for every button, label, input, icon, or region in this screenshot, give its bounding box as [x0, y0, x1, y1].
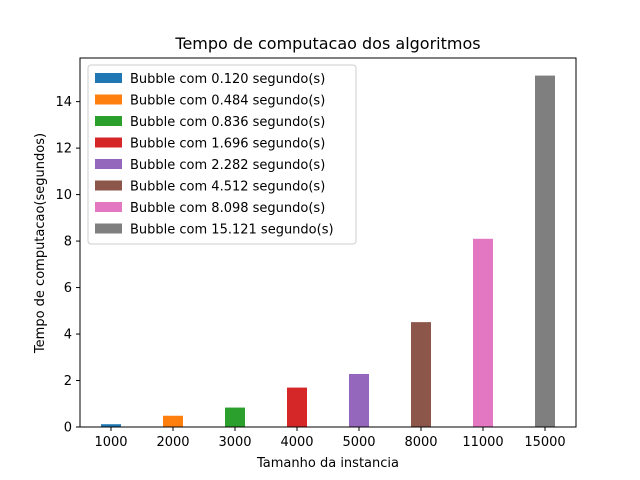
y-tick-label: 0	[64, 421, 72, 436]
y-axis: 0 2 4 6 8 10 12 14	[55, 95, 80, 436]
legend-swatch	[95, 116, 122, 126]
legend-entry-label: Bubble com 0.120 segundo(s)	[130, 72, 325, 87]
y-tick-label: 10	[55, 188, 72, 203]
y-axis-label: Tempo de computacao(segundos)	[33, 133, 48, 354]
x-tick-label: 3000	[218, 435, 251, 450]
x-tick-label: 2000	[156, 435, 189, 450]
legend-swatch	[95, 137, 122, 148]
legend-entry-label: Bubble com 0.836 segundo(s)	[130, 115, 325, 130]
chart-title: Tempo de computacao dos algoritmos	[174, 34, 480, 53]
x-axis-label: Tamanho da instancia	[256, 456, 399, 471]
x-tick-label: 11000	[462, 435, 503, 450]
legend-swatch	[95, 202, 122, 212]
plot-frame	[79, 57, 577, 428]
legend-swatch	[95, 94, 122, 105]
bar-3000	[225, 407, 245, 427]
legend-swatch	[95, 223, 122, 234]
legend-swatch	[95, 159, 122, 169]
bar-1000	[101, 424, 121, 427]
x-axis: 1000 2000 3000 4000 5000 8000 11000 15000	[94, 427, 566, 450]
bar-4000	[287, 387, 307, 427]
y-tick-label: 4	[64, 328, 72, 343]
legend-entry-label: Bubble com 1.696 segundo(s)	[130, 137, 325, 152]
plot-area	[101, 75, 555, 428]
x-tick-label: 15000	[524, 435, 565, 450]
y-tick-label: 2	[64, 374, 72, 389]
legend-swatch	[95, 180, 122, 191]
bar-11000	[473, 238, 493, 427]
legend-entry-label: Bubble com 15.121 segundo(s)	[130, 223, 334, 238]
bar-15000	[535, 75, 555, 428]
x-tick-label: 8000	[404, 435, 437, 450]
x-tick-label: 1000	[94, 435, 127, 450]
x-tick-label: 4000	[280, 435, 313, 450]
bar-2000	[163, 415, 183, 427]
x-tick-label: 5000	[342, 435, 375, 450]
legend-entry-label: Bubble com 4.512 segundo(s)	[130, 180, 325, 195]
legend-entry-label: Bubble com 8.098 segundo(s)	[130, 201, 325, 216]
bar-5000	[349, 373, 369, 427]
bar-8000	[411, 322, 431, 427]
y-tick-label: 14	[55, 95, 72, 110]
legend-swatch	[95, 73, 122, 83]
y-tick-label: 6	[64, 281, 72, 296]
y-tick-label: 8	[64, 235, 72, 250]
legend-entry-label: Bubble com 2.282 segundo(s)	[130, 158, 325, 173]
legend-box	[87, 64, 357, 245]
legend: Bubble com 0.120 segundo(s) Bubble com 0.…	[87, 64, 357, 245]
legend-entry-label: Bubble com 0.484 segundo(s)	[130, 94, 325, 109]
y-tick-label: 12	[55, 142, 72, 157]
